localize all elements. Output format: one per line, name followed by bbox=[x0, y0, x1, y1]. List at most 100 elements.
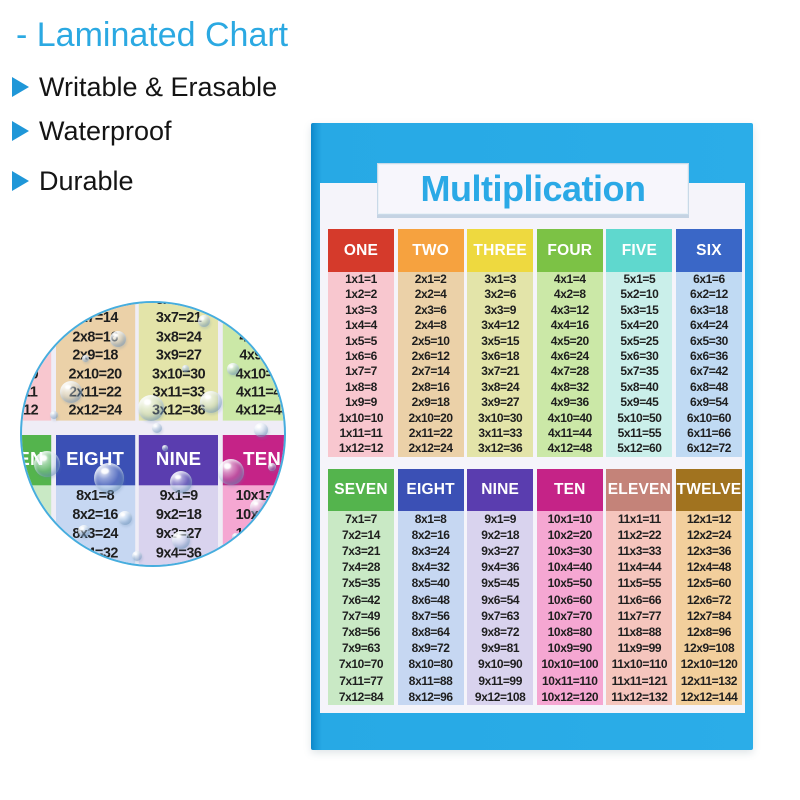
table-column: TWELVE 12x1=12 12x2=24 12x3=36 12x4=48 12x5=6… bbox=[675, 468, 742, 705]
column-body: 9x1=99x2=189x3=279x4=369x5=459x6=549x7=6… bbox=[139, 485, 219, 565]
table-cell: 5x5=25 bbox=[620, 333, 659, 348]
table-cell: 1x3=3 bbox=[345, 302, 377, 317]
table-cell: 2x2=4 bbox=[414, 287, 447, 302]
table-cell: 10x4=40 bbox=[235, 544, 286, 562]
table-cell: 3x1=3 bbox=[484, 272, 517, 286]
table-cell: 4x9=36 bbox=[239, 346, 285, 364]
table-cell: 11x2=22 bbox=[617, 527, 662, 542]
table-cell: 4x2=8 bbox=[553, 287, 586, 302]
column-body: 10x1=1010x2=2010x3=3010x4=4010x5=5010x6=… bbox=[222, 485, 286, 565]
table-cell: 9x2=18 bbox=[155, 505, 202, 523]
water-droplet-icon bbox=[170, 471, 192, 493]
table-cell: 3x8=24 bbox=[155, 327, 202, 345]
table-cell: 4x9=36 bbox=[550, 395, 589, 410]
table-cell: 2x6=12 bbox=[411, 348, 450, 363]
table-cell: 2x6=12 bbox=[56, 303, 135, 309]
table-cell: 9x1=9 bbox=[159, 486, 199, 504]
column-header: TWO bbox=[397, 229, 464, 272]
table-cell: 4x10=40 bbox=[235, 364, 286, 382]
table-cell: 3x7=21 bbox=[481, 364, 520, 379]
table-cell: 12x11=132 bbox=[680, 673, 738, 688]
table-cell: 8x8=64 bbox=[411, 625, 450, 639]
column-header: ELEVEN bbox=[606, 468, 673, 511]
multiplication-table-2: SEVEN7x1=77x2=147x3=217x4=287x5=357x6=42… bbox=[20, 434, 286, 565]
table-column: SIX 6x1=6 6x2=12 6x3=18 6x4=24 6x5=30 6x6=36 6x… bbox=[675, 229, 742, 457]
table-cell: 7x3=21 bbox=[20, 525, 35, 542]
water-droplet-icon bbox=[162, 445, 168, 451]
table-cell: 8x2=16 bbox=[72, 505, 118, 523]
table-cell: 10x10=100 bbox=[541, 657, 599, 672]
table-cell: 1x5=5 bbox=[345, 333, 377, 348]
table-cell: 8x4=32 bbox=[411, 560, 450, 575]
table-cell: 2x7=14 bbox=[411, 364, 450, 379]
column-body: 7x1=77x2=147x3=217x4=287x5=357x6=427x7=4… bbox=[20, 485, 52, 565]
table-cell: 9x4=36 bbox=[481, 560, 520, 575]
column-header: FOUR bbox=[536, 229, 603, 272]
table-column: ONE1x1=11x2=21x3=31x4=41x5=51x6=61x7=71x… bbox=[22, 303, 52, 421]
table-cell: 11x3=33 bbox=[617, 544, 662, 559]
table-cell: 7x10=70 bbox=[338, 657, 384, 672]
table-cell: 3x7=21 bbox=[155, 309, 202, 327]
table-cell: 11x5=55 bbox=[617, 576, 662, 591]
table-cell: 1x9=9 bbox=[22, 346, 31, 364]
table-column: NINE9x1=99x2=189x3=279x4=369x5=459x6=549… bbox=[139, 434, 219, 565]
table-cell: 7x1=7 bbox=[22, 486, 31, 504]
table-cell: 10x6=60 bbox=[547, 592, 593, 607]
table-cell: 4x12=48 bbox=[235, 401, 286, 419]
table-cell: 9x7=63 bbox=[481, 608, 520, 623]
table-cell: 8x11=88 bbox=[408, 673, 453, 688]
table-cell: 3x12=36 bbox=[152, 401, 206, 419]
table-cell: 5x7=35 bbox=[620, 364, 659, 379]
table-cell: 1x2=2 bbox=[345, 287, 377, 302]
table-cell: 7x9=63 bbox=[342, 641, 380, 656]
table-cell: 8x3=24 bbox=[411, 544, 450, 559]
poster-tables: ONE 1x1=1 1x2=2 1x3=3 1x4=4 1x5=5 1x6=6 1x7=7 1x… bbox=[328, 229, 742, 705]
table-cell: 7x7=49 bbox=[342, 608, 380, 623]
table-cell: 8x1=8 bbox=[76, 486, 115, 504]
table-cell: 6x7=42 bbox=[689, 364, 728, 379]
table-cell: 12x3=36 bbox=[686, 544, 732, 559]
table-cell: 10x1=10 bbox=[547, 511, 593, 526]
magnified-tables: ONE1x1=11x2=21x3=31x4=41x5=51x6=61x7=71x… bbox=[20, 303, 286, 565]
table-cell: 11x6=66 bbox=[617, 592, 662, 607]
table-cell: 9x11=99 bbox=[478, 673, 522, 688]
table-cell: 6x3=18 bbox=[689, 302, 728, 317]
table-cell: 3x11=33 bbox=[478, 425, 522, 440]
table-cell: 7x1=7 bbox=[345, 511, 377, 526]
table-cell: 4x7=28 bbox=[239, 309, 285, 327]
table-cell: 7x2=14 bbox=[342, 527, 380, 542]
table-cell: 12x10=120 bbox=[680, 657, 738, 672]
table-column: FIVE 5x1=5 5x2=10 5x3=15 5x4=20 5x5=25 5x6=30 5… bbox=[606, 229, 673, 457]
table-cell: 10x12=120 bbox=[541, 689, 599, 704]
table-cell: 1x6=6 bbox=[345, 348, 377, 363]
table-cell: 7x12=84 bbox=[338, 689, 384, 704]
table-cell: 2x1=2 bbox=[414, 272, 447, 286]
table-column: EIGHT8x1=88x2=168x3=248x4=328x5=408x6=48… bbox=[55, 434, 135, 565]
table-cell: 12x12=144 bbox=[680, 689, 738, 704]
table-cell: 4x8=32 bbox=[550, 379, 589, 394]
table-cell: 1x10=10 bbox=[22, 364, 39, 382]
table-cell: 4x11=44 bbox=[235, 383, 286, 401]
table-cell: 9x5=45 bbox=[481, 576, 520, 591]
table-cell: 8x3=24 bbox=[72, 525, 118, 542]
feature-label: Durable bbox=[39, 165, 134, 196]
table-cell: 1x7=7 bbox=[345, 364, 377, 379]
table-cell: 10x3=30 bbox=[547, 544, 593, 559]
table-cell: 7x8=56 bbox=[342, 625, 380, 639]
water-droplet-icon bbox=[34, 451, 60, 477]
column-body: 12x1=12 12x2=24 12x3=36 12x4=48 12x5=60 12x6=… bbox=[675, 510, 742, 705]
table-cell: 8x4=32 bbox=[72, 544, 118, 562]
table-cell: 2x9=18 bbox=[72, 346, 118, 364]
table-cell: 8x2=16 bbox=[411, 527, 450, 542]
table-cell: 3x9=27 bbox=[155, 346, 202, 364]
water-droplet-icon bbox=[60, 381, 82, 403]
water-droplet-icon bbox=[152, 423, 162, 433]
table-cell: 3x5=15 bbox=[481, 333, 520, 348]
table-cell: 7x6=42 bbox=[342, 592, 380, 607]
